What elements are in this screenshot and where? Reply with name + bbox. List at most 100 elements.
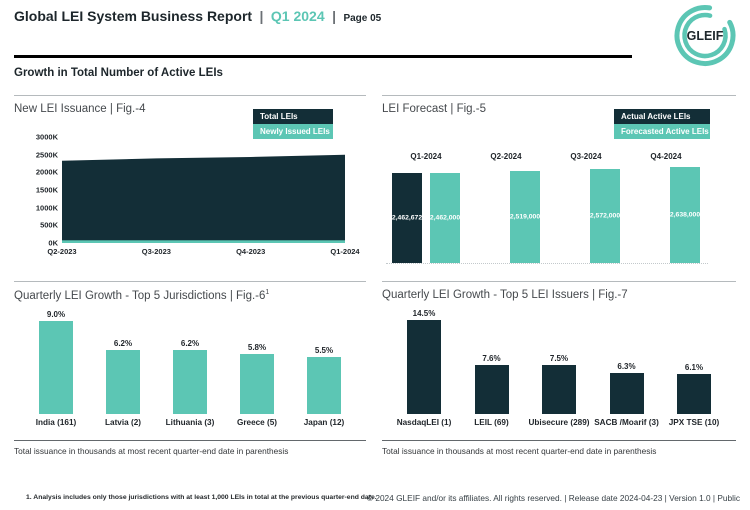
fig5-category-label: Q2-2024 xyxy=(490,152,522,161)
legend-total-leis: Total LEIs xyxy=(253,109,333,124)
fig6-title: Quarterly LEI Growth - Top 5 Jurisdictio… xyxy=(14,289,269,302)
fig4-axis-tick-label: Q2-2023 xyxy=(47,247,77,256)
section-title: Growth in Total Number of Active LEIs xyxy=(14,67,223,79)
fig5-bar-row: 2,462,672 2,462,000 xyxy=(386,164,466,263)
fig6-category-label: India (161) xyxy=(35,418,77,427)
fig4-axis-tick-label: 1000K xyxy=(35,203,58,213)
fig6-bar-column: 5.5% Japan (12) xyxy=(292,306,356,427)
fig5-forecast-bar: 2,519,000 xyxy=(510,171,540,263)
fig5-category-label: Q4-2024 xyxy=(650,152,682,161)
fig6-bar-column: 5.8% Greece (5) xyxy=(225,306,289,427)
fig7-value-label: 14.5% xyxy=(412,309,436,318)
fig7-category-label: Ubisecure (289) xyxy=(528,418,590,427)
fig5-category-group: Q4-2024 2,638,000 xyxy=(626,148,706,263)
fig4-axis-tick-label: 2500K xyxy=(35,150,58,160)
fig5-category-label: Q1-2024 xyxy=(410,152,442,161)
fig5-bar-groups: Q1-2024 2,462,672 2,462,000 Q2-2024 2,519,00… xyxy=(386,148,708,264)
fig5-category-label: Q3-2024 xyxy=(570,152,602,161)
fig6-bar xyxy=(39,321,73,414)
fig6-category-label: Greece (5) xyxy=(236,418,278,427)
fig6-category-label: Japan (12) xyxy=(303,418,345,427)
fig6-bars: 9.0% India (161) 6.2% Latvia (2) 6.2% Lithuan… xyxy=(20,306,360,427)
fig6-bar-column: 6.2% Lithuania (3) xyxy=(158,306,222,427)
fig6-title-text: Quarterly LEI Growth - Top 5 Jurisdictio… xyxy=(14,289,266,302)
fig5-title: LEI Forecast | Fig.-5 xyxy=(382,103,486,115)
fig7-bar xyxy=(407,320,441,414)
fig5-forecast-bar: 2,462,000 xyxy=(430,173,460,263)
fig7-value-label: 6.3% xyxy=(617,362,636,371)
fig5-category-group: Q1-2024 2,462,672 2,462,000 xyxy=(386,148,466,263)
header-separator: | xyxy=(259,8,264,24)
fig7-bar xyxy=(474,365,509,414)
fig7-title: Quarterly LEI Growth - Top 5 LEI Issuers… xyxy=(382,289,628,301)
header-separator: | xyxy=(332,8,336,24)
report-title: Global LEI System Business Report xyxy=(14,8,253,24)
fig4-axis-tick-label: 2000K xyxy=(35,167,58,177)
fig7-category-label: LEIL (69) xyxy=(474,418,509,427)
fig4-axis-tick-label: 3000K xyxy=(35,132,58,142)
header-divider xyxy=(14,55,632,58)
fig5-bar-value-label: 2,572,000 xyxy=(589,212,621,220)
fig5-legend: Actual Active LEIs Forecasted Active LEI… xyxy=(614,109,710,139)
fig7-bar-column: 14.5% NasdaqLEI (1) xyxy=(392,306,456,427)
fig7-bar-column: 6.1% JPX TSE (10) xyxy=(662,306,726,427)
fig6-bar xyxy=(307,357,341,414)
fig6-note: Total issuance in thousands at most rece… xyxy=(14,440,366,456)
fig5-bar-value-label: 2,462,000 xyxy=(429,214,461,222)
panel-new-lei-issuance: New LEI Issuance | Fig.-4 Total LEIs New… xyxy=(14,95,366,276)
fig6-value-label: 6.2% xyxy=(180,339,200,348)
fig6-title-superscript: 1 xyxy=(265,289,270,296)
fig7-bars: 14.5% NasdaqLEI (1) 7.6% LEIL (69) 7.5% Ubise… xyxy=(388,306,730,427)
fig4-area-svg xyxy=(62,154,345,243)
fig5-actual-bar: 2,462,672 xyxy=(392,173,422,263)
fig6-bar xyxy=(240,354,274,414)
fig7-bar xyxy=(542,365,576,414)
fig4-x-axis: Q2-2023 Q3-2023 Q4-2023 Q1-2024 xyxy=(47,247,359,259)
fig4-title: New LEI Issuance | Fig.-4 xyxy=(14,103,146,115)
fig6-value-label: 5.5% xyxy=(314,346,334,355)
fig4-axis-tick-label: 1500K xyxy=(35,185,58,195)
fig5-bar-row: 2,572,000 xyxy=(546,164,626,263)
fig4-axis-tick-label: Q3-2023 xyxy=(141,247,171,256)
fig4-axis-tick-label: Q1-2024 xyxy=(330,247,360,256)
fig6-bar-column: 9.0% India (161) xyxy=(24,306,88,427)
fig6-bar xyxy=(106,350,140,414)
fig4-legend: Total LEIs Newly Issued LEIs xyxy=(253,109,333,139)
fig6-value-label: 5.8% xyxy=(247,343,267,352)
report-period: Q1 2024 xyxy=(270,8,325,24)
fig7-bar-column: 6.3% SACB /Moarif (3) xyxy=(594,306,659,427)
fig6-value-label: 9.0% xyxy=(46,310,66,319)
fig5-forecast-bar: 2,572,000 xyxy=(590,169,620,263)
fig6-bar xyxy=(173,350,207,414)
fig5-bar-row: 2,638,000 xyxy=(626,164,706,263)
footer-copyright: © 2024 GLEIF and/or its affiliates. All … xyxy=(366,493,740,503)
fig4-newly-issued-area xyxy=(62,240,345,243)
fig4-axis-tick-label: 0K xyxy=(48,238,58,248)
fig6-category-label: Latvia (2) xyxy=(105,418,141,427)
fig5-category-group: Q3-2024 2,572,000 xyxy=(546,148,626,263)
panel-top5-jurisdictions: Quarterly LEI Growth - Top 5 Jurisdictio… xyxy=(14,281,366,459)
fig4-axis-tick-label: Q4-2023 xyxy=(236,247,266,256)
fig7-note: Total issuance in thousands at most rece… xyxy=(382,440,736,456)
fig7-bar-column: 7.6% LEIL (69) xyxy=(460,306,524,427)
fig4-total-leis-area xyxy=(62,154,345,243)
fig7-bar-column: 7.5% Ubisecure (289) xyxy=(527,306,591,427)
panel-top5-lei-issuers: Quarterly LEI Growth - Top 5 LEI Issuers… xyxy=(382,281,736,459)
legend-newly-issued-leis: Newly Issued LEIs xyxy=(253,124,333,139)
fig5-forecast-bar: 2,638,000 xyxy=(670,167,700,263)
report-header: Global LEI System Business Report | Q1 2… xyxy=(14,8,634,26)
fig7-bar xyxy=(677,374,711,414)
fig7-category-label: JPX TSE (10) xyxy=(668,418,720,427)
footnote: 1. Analysis includes only those jurisdic… xyxy=(26,494,377,501)
fig7-value-label: 7.5% xyxy=(549,354,569,363)
fig4-axis-tick-label: 500K xyxy=(40,220,58,230)
legend-actual-active-leis: Actual Active LEIs xyxy=(614,109,710,124)
fig7-value-label: 6.1% xyxy=(684,363,704,372)
fig6-bar-column: 6.2% Latvia (2) xyxy=(91,306,155,427)
panel-lei-forecast: LEI Forecast | Fig.-5 Actual Active LEIs… xyxy=(382,95,736,276)
fig4-area-chart xyxy=(62,137,345,243)
fig7-bar xyxy=(609,373,644,414)
fig5-bar-row: 2,519,000 xyxy=(466,164,546,263)
fig5-bar-value-label: 2,462,672 xyxy=(391,214,423,222)
